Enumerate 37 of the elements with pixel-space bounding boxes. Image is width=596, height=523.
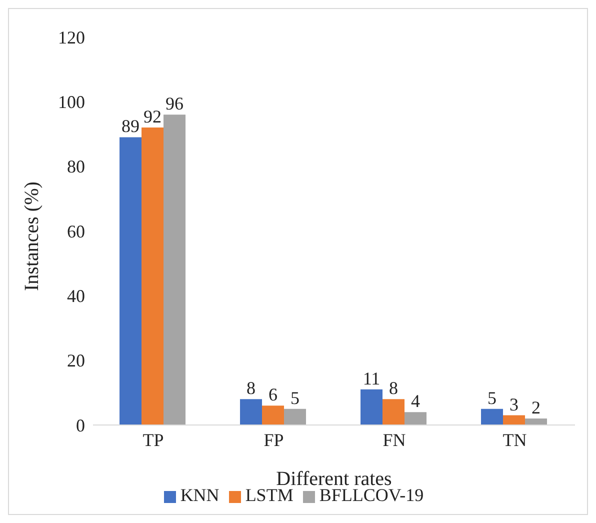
data-label: 4 [411,391,420,412]
bar [360,389,383,425]
legend-label: KNN [180,485,220,505]
x-tick-label: FP [264,430,284,450]
y-tick-label: 100 [58,92,85,112]
bar [481,408,504,425]
data-label: 89 [122,116,140,136]
bar [382,399,405,425]
data-label: 5 [488,388,497,408]
x-tick-label: TP [142,430,164,450]
bar [142,128,164,425]
y-tick-label: 80 [67,156,85,177]
y-tick-label: 20 [67,350,85,371]
data-label: 5 [290,388,300,408]
bar [404,412,427,425]
bar [503,415,526,425]
bar [262,406,284,425]
y-tick-label: 120 [58,27,85,48]
y-tick-label: 60 [67,221,85,242]
y-axis-title: Instances (%) [21,182,44,291]
data-label: 11 [362,368,380,388]
data-label: 2 [532,398,541,418]
x-tick-label: TN [502,430,527,450]
data-label: 6 [268,384,278,405]
bar [525,418,548,425]
data-label: 3 [510,394,519,414]
data-label: 8 [246,378,256,398]
bar [120,137,142,425]
data-label: 8 [389,378,398,398]
bar [284,408,306,425]
y-tick-label: 40 [67,286,85,306]
bar [164,114,186,425]
y-tick-label: 0 [76,415,85,436]
x-tick-label: FN [382,430,406,450]
data-label: 92 [144,106,162,127]
data-label: 96 [166,94,184,114]
bar [240,399,262,425]
